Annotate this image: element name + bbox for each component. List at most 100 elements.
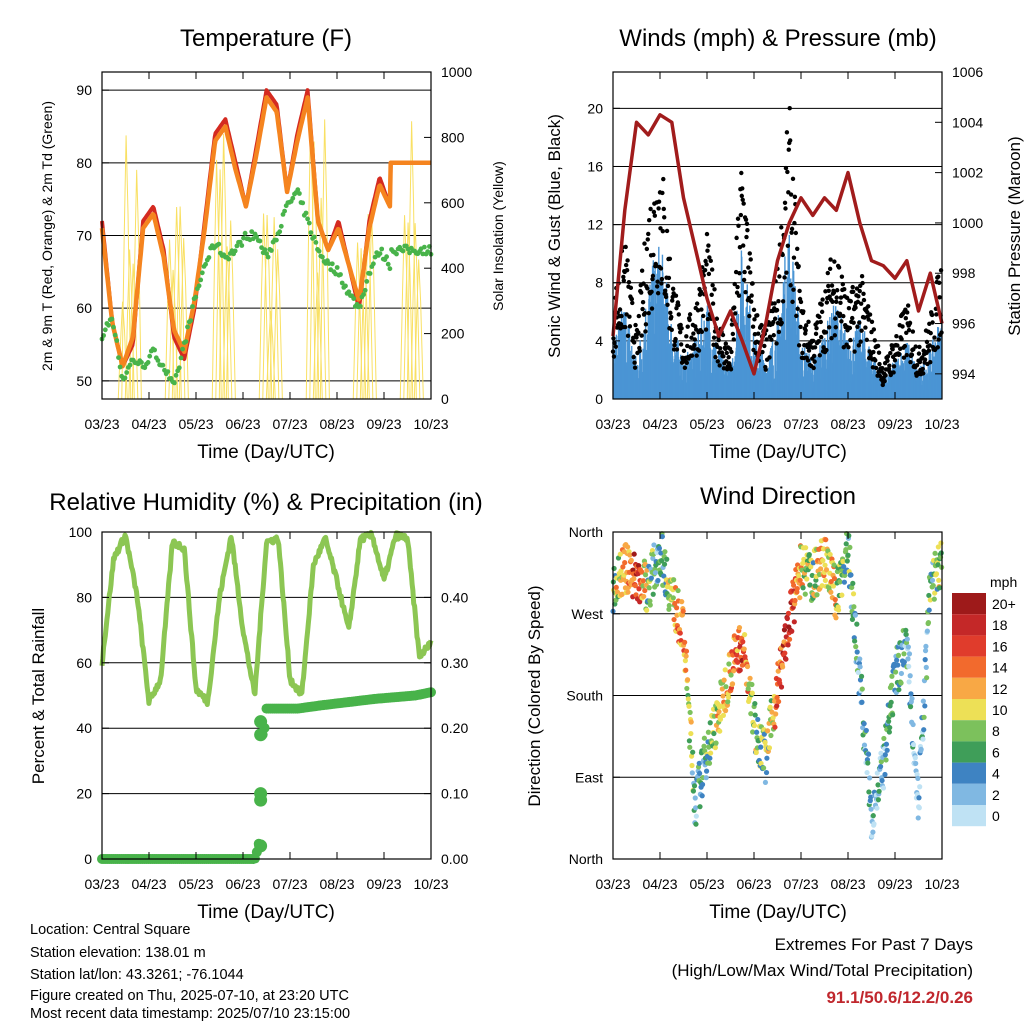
wind-direction-point xyxy=(901,659,907,665)
dewpoint-point xyxy=(387,266,393,272)
wind-direction-point xyxy=(701,743,707,749)
gust-point xyxy=(679,326,684,331)
speed-legend-title: mph xyxy=(990,574,1017,590)
wind-direction-point xyxy=(651,542,657,548)
y-tick-label: 90 xyxy=(76,82,92,98)
wind-direction-point xyxy=(808,564,814,570)
dewpoint-point xyxy=(234,243,240,249)
wind-direction-point xyxy=(688,753,695,759)
dewpoint-point xyxy=(117,364,123,370)
wind-direction-point xyxy=(661,561,668,567)
wind-speed-bar xyxy=(738,329,741,399)
wind-direction-point xyxy=(884,747,890,753)
gust-point xyxy=(880,366,885,371)
wind-direction-point xyxy=(809,572,815,579)
dewpoint-point xyxy=(306,220,312,226)
wind-direction-point xyxy=(650,555,656,562)
wind-direction-point xyxy=(725,699,731,705)
gust-point xyxy=(691,346,697,351)
wind-direction-point xyxy=(613,584,619,591)
wind-direction-point xyxy=(671,616,677,623)
wind-direction-point xyxy=(726,661,732,667)
gust-point xyxy=(654,284,660,289)
dewpoint-point xyxy=(183,339,189,344)
gust-point xyxy=(883,373,888,378)
wind-speed-bar xyxy=(782,282,785,399)
y-tick-label: 16 xyxy=(587,158,603,174)
wind-speed-bar xyxy=(868,346,870,399)
wind-speed-bar xyxy=(670,324,672,399)
solar-insolation-line xyxy=(211,159,222,400)
y-tick-label: 0 xyxy=(595,391,603,407)
wind-direction-point xyxy=(783,656,789,662)
wind-direction-point xyxy=(666,602,672,609)
gust-point xyxy=(751,347,756,353)
wind-speed-bar xyxy=(664,326,666,399)
gust-point xyxy=(821,345,826,350)
gust-point xyxy=(726,355,731,360)
wind-speed-bar xyxy=(824,338,826,399)
gust-point xyxy=(642,241,647,246)
wind-speed-bar xyxy=(698,344,701,399)
gust-point xyxy=(876,350,882,355)
dewpoint-point xyxy=(155,358,161,363)
wind-direction-point xyxy=(823,567,830,573)
gust-point xyxy=(928,330,933,336)
gust-point xyxy=(855,324,860,329)
wind-direction-point xyxy=(720,712,726,718)
dewpoint-point xyxy=(112,332,118,338)
gust-point xyxy=(679,360,685,365)
gust-point xyxy=(840,281,846,287)
wind-direction-point xyxy=(693,821,699,827)
x-tick-label: 09/23 xyxy=(877,416,912,432)
gust-point xyxy=(717,346,723,351)
wind-direction-point xyxy=(749,690,755,696)
gust-point xyxy=(891,364,897,369)
y-tick-label: North xyxy=(569,524,603,540)
gust-point xyxy=(803,323,809,328)
gust-point xyxy=(848,299,854,304)
wind-speed-bar xyxy=(858,327,861,399)
gust-point xyxy=(916,351,922,356)
speed-legend-label: 14 xyxy=(992,660,1008,676)
gust-point xyxy=(640,306,645,312)
wind-direction-point xyxy=(699,781,706,788)
gust-point xyxy=(646,310,651,316)
gust-point xyxy=(784,270,789,275)
gust-point xyxy=(735,216,741,221)
gust-point xyxy=(673,336,678,342)
wind-direction-point xyxy=(751,722,758,729)
gust-point xyxy=(665,302,670,308)
wind-direction-point xyxy=(635,562,642,569)
wind-speed-bar xyxy=(660,283,663,399)
gust-point xyxy=(814,326,819,331)
gust-point xyxy=(909,352,915,357)
solar-insolation-line xyxy=(215,169,226,400)
wind-direction-axis-ticks: 03/23 04/23 05/23 06/23 07/23 08/23 09/23 10/23… xyxy=(566,524,959,892)
humidity-panel: Relative Humidity (%) & Precipitation (i… xyxy=(29,489,483,923)
wind-direction-point xyxy=(707,755,713,761)
wind-speed-bar xyxy=(695,340,697,399)
gust-point xyxy=(832,333,838,338)
y-tick-label: 200 xyxy=(441,326,465,342)
gust-point xyxy=(613,344,619,349)
wind-direction-point xyxy=(907,673,913,679)
gust-point xyxy=(739,193,744,199)
wind-direction-point xyxy=(909,695,915,702)
y-tick-label: 998 xyxy=(952,265,976,281)
wind-direction-point xyxy=(916,795,922,801)
wind-direction-point xyxy=(713,740,719,746)
gust-point xyxy=(901,355,907,360)
wind-direction-point xyxy=(690,788,697,794)
speed-legend-swatch xyxy=(952,783,986,805)
wind-speed-bar xyxy=(860,351,862,399)
x-tick-label: 07/23 xyxy=(783,416,818,432)
wind-direction-point xyxy=(800,585,806,591)
gust-point xyxy=(665,283,671,289)
wind-direction-point xyxy=(915,775,921,781)
gust-point xyxy=(625,258,630,263)
gust-point xyxy=(813,331,819,337)
wind-speed-bar xyxy=(689,355,691,399)
wind-direction-point xyxy=(755,716,761,723)
solar-insolation-line xyxy=(399,215,410,400)
